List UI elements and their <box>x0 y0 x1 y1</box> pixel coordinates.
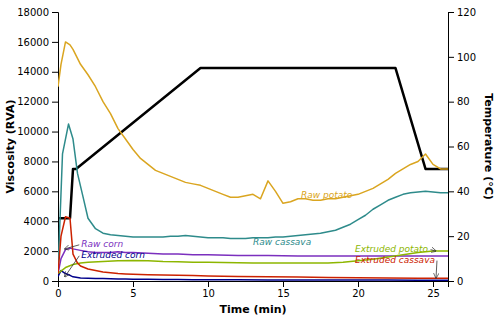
tick-label: 4000 <box>24 216 49 227</box>
y-axis-title: Viscosity (RVA) <box>4 99 17 193</box>
axis-line <box>59 282 449 288</box>
annotation-arrow <box>436 261 438 278</box>
tick-label: 5 <box>130 288 136 299</box>
tick-label: 6000 <box>24 186 49 197</box>
tick-mark <box>52 132 58 133</box>
y2-axis: 0 20 40 60 80 100 120 <box>448 7 476 287</box>
series-line <box>58 251 448 273</box>
annotation-arrow <box>65 245 80 249</box>
x-axis-title: Time (min) <box>219 303 286 316</box>
tick-mark <box>448 102 454 103</box>
tick: 16000 <box>17 37 58 48</box>
tick: 14000 <box>17 66 58 77</box>
tick-mark <box>52 191 58 192</box>
annotation: Extruded corn <box>81 250 145 260</box>
annotation: Extruded cassava <box>355 255 435 265</box>
annotation-arrow <box>65 256 80 277</box>
tick: 6000 <box>24 186 58 197</box>
chart: 0 5 10 15 20 25 0 2000 4000 6000 8000 10000 12000 140… <box>0 0 500 319</box>
tick-label: 100 <box>457 52 476 63</box>
tick-mark <box>52 72 58 73</box>
tick-label: 0 <box>43 276 49 287</box>
tick: 120 <box>448 7 476 18</box>
plot-area <box>58 42 448 280</box>
tick-mark <box>448 281 454 282</box>
tick: 10000 <box>17 126 58 137</box>
tick-label: 18000 <box>17 7 49 18</box>
tick-mark <box>133 281 134 287</box>
series-line <box>58 42 448 203</box>
annotation: Raw potato <box>301 190 353 200</box>
tick-mark <box>433 281 434 287</box>
tick-label: 15 <box>277 288 290 299</box>
annotations: Raw potato Raw cassava Raw cornExtruded co… <box>65 190 437 278</box>
tick-mark <box>208 281 209 287</box>
y-axis: 0 2000 4000 6000 8000 10000 12000 14000 16000 180… <box>17 7 58 287</box>
tick: 15 <box>277 281 290 299</box>
tick-label: 2000 <box>24 246 49 257</box>
tick: 18000 <box>17 7 58 18</box>
tick-label: 25 <box>427 288 440 299</box>
annotation: Extruded potato <box>355 244 429 254</box>
tick-label: 0 <box>55 288 61 299</box>
tick: 25 <box>427 281 440 299</box>
tick: 0 <box>448 276 463 287</box>
tick-label: 10 <box>202 288 215 299</box>
tick-mark <box>358 281 359 287</box>
tick-mark <box>448 57 454 58</box>
tick: 20 <box>352 281 365 299</box>
tick: 8000 <box>24 156 58 167</box>
tick: 2000 <box>24 246 58 257</box>
tick-label: 14000 <box>17 66 49 77</box>
series-line <box>58 217 448 279</box>
axis-line <box>52 13 59 282</box>
tick: 0 <box>43 276 58 287</box>
tick: 0 <box>55 281 61 299</box>
tick-mark <box>448 147 454 148</box>
tick-mark <box>52 161 58 162</box>
tick-mark <box>52 42 58 43</box>
tick-label: 120 <box>457 7 476 18</box>
tick-mark <box>283 281 284 287</box>
tick-label: 16000 <box>17 37 49 48</box>
tick: 100 <box>448 52 476 63</box>
tick-mark <box>448 191 454 192</box>
tick-mark <box>52 281 58 282</box>
tick: 10 <box>202 281 215 299</box>
tick: 60 <box>448 141 470 152</box>
annotation-arrow <box>431 250 436 251</box>
x-axis: 0 5 10 15 20 25 <box>55 281 448 299</box>
tick-label: 0 <box>457 276 463 287</box>
axis-line <box>449 13 455 282</box>
annotation: Raw cassava <box>253 237 311 247</box>
tick: 5 <box>130 281 136 299</box>
tick: 12000 <box>17 96 58 107</box>
tick-label: 20 <box>457 231 470 242</box>
tick-mark <box>52 251 58 252</box>
tick-label: 8000 <box>24 156 49 167</box>
tick-label: 80 <box>457 96 470 107</box>
tick-mark <box>52 221 58 222</box>
tick: 20 <box>448 231 470 242</box>
annotation: Raw corn <box>81 239 123 249</box>
tick-label: 60 <box>457 141 470 152</box>
tick: 80 <box>448 96 470 107</box>
tick: 40 <box>448 186 470 197</box>
tick-label: 40 <box>457 186 470 197</box>
tick-mark <box>448 12 454 13</box>
tick: 4000 <box>24 216 58 227</box>
tick-label: 10000 <box>17 126 49 137</box>
tick-mark <box>52 12 58 13</box>
series-line <box>58 124 448 272</box>
y2-axis-title: Temperature (°C) <box>482 93 495 200</box>
temperature-line <box>58 68 448 218</box>
tick-label: 20 <box>352 288 365 299</box>
tick-label: 12000 <box>17 96 49 107</box>
tick-mark <box>52 102 58 103</box>
tick-mark <box>448 236 454 237</box>
